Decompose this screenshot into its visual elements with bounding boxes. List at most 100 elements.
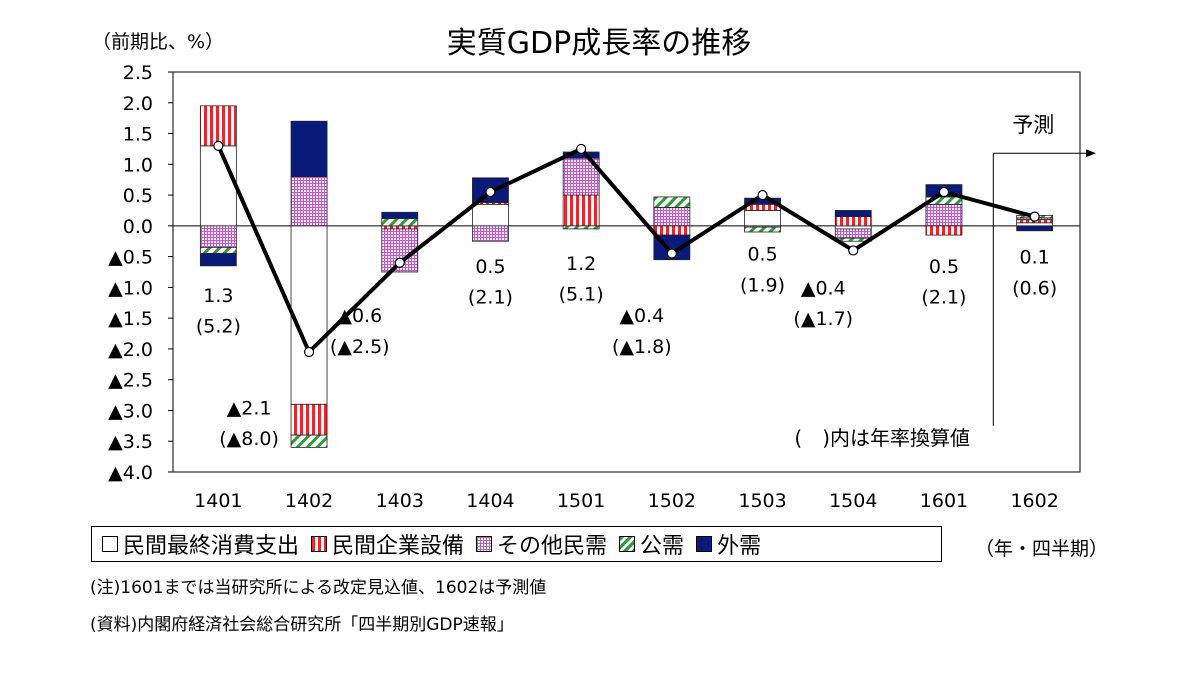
bar-public	[744, 226, 781, 233]
gdp-line	[216, 145, 1036, 354]
bar-other-private	[925, 203, 963, 227]
annotation-value: 0.5	[747, 244, 777, 266]
gdp-point	[394, 257, 405, 268]
bar-external	[381, 211, 419, 219]
y-tick-label: ▲2.0	[108, 339, 153, 361]
x-tick-label: 1403	[376, 490, 424, 512]
bar-other-private	[199, 225, 237, 248]
bar-capex	[199, 105, 237, 147]
legend-item-public: 公需	[619, 528, 684, 560]
footnote-source: (資料)内閣府経済社会総合研究所「四半期別GDP速報」	[90, 615, 514, 635]
annualized-note: ( )内は年率換算値	[794, 426, 970, 450]
bar-capex	[653, 225, 691, 236]
x-tick-label: 1504	[829, 490, 877, 512]
legend-label: 公需	[640, 534, 685, 559]
gdp-point	[576, 143, 587, 155]
annotation-value: 0.5	[475, 256, 505, 278]
bar-consumption	[472, 203, 509, 227]
bar-capex	[562, 194, 600, 227]
gdp-point	[666, 248, 677, 259]
legend-item-consumption: 民間最終消費支出	[102, 528, 299, 560]
bar-capex	[834, 216, 872, 227]
legend-item-other-private: その他民需	[476, 528, 607, 560]
y-tick-label: 0.5	[123, 185, 153, 207]
legend-swatch-other-private	[476, 536, 493, 552]
gdp-point	[303, 346, 315, 358]
bar-other-private	[472, 225, 509, 242]
annotation-value: ▲2.1	[227, 397, 272, 419]
gdp-point	[938, 186, 950, 198]
chart-title: 実質GDP成長率の推移	[446, 26, 752, 61]
bar-external	[834, 210, 872, 218]
annotation-annualized: (5.1)	[559, 284, 604, 306]
x-tick-label: 1401	[194, 490, 242, 512]
bar-capex	[925, 225, 963, 236]
bar-consumption	[834, 225, 872, 230]
annotation-annualized: (▲1.8)	[612, 336, 672, 358]
y-tick-label: 2.0	[123, 93, 153, 115]
bar-external	[199, 253, 237, 267]
forecast-arrowhead	[1086, 149, 1096, 158]
legend: 民間最終消費支出 民間企業設備 その他民需 公需 外需	[91, 526, 942, 562]
legend-label: その他民需	[497, 534, 608, 559]
legend-swatch-capex	[311, 536, 328, 552]
y-tick-label: 1.5	[123, 124, 153, 146]
gdp-point	[1029, 211, 1040, 222]
legend-swatch-consumption	[102, 536, 118, 552]
legend-item-external: 外需	[696, 528, 761, 560]
annotation-annualized: (0.6)	[1012, 277, 1057, 299]
x-tick-label: 1404	[466, 490, 514, 512]
annotation-value: 1.2	[566, 253, 596, 275]
x-tick-label: 1503	[738, 490, 786, 512]
annotation-value: ▲0.6	[337, 305, 382, 327]
legend-item-capex: 民間企業設備	[311, 528, 464, 560]
legend-label: 民間最終消費支出	[123, 534, 300, 559]
y-tick-label: ▲4.0	[108, 462, 153, 484]
bar-capex	[381, 225, 419, 230]
bar-public	[653, 196, 691, 208]
annotation-value: 1.3	[203, 285, 233, 307]
bar-consumption	[744, 210, 781, 227]
annotation-annualized: (2.1)	[468, 287, 513, 309]
x-tick-label: 1601	[920, 490, 968, 512]
bar-consumption	[1016, 222, 1054, 227]
y-tick-label: ▲3.5	[108, 431, 153, 453]
y-axis-label: （前期比、%）	[92, 31, 225, 53]
y-tick-label: ▲1.5	[108, 308, 153, 330]
bar-public	[290, 434, 328, 448]
bar-external	[290, 120, 328, 178]
x-axis-label: （年・四半期）	[975, 538, 1109, 560]
x-tick-label: 1602	[1010, 490, 1058, 512]
plot-frame	[172, 71, 1081, 473]
bar-consumption	[199, 145, 237, 227]
annotation-annualized: (▲1.7)	[793, 308, 853, 330]
annotation-value: 0.1	[1020, 247, 1050, 269]
forecast-label: 予測	[1012, 113, 1054, 137]
legend-swatch-public	[619, 536, 636, 552]
annotation-value: ▲0.4	[801, 277, 846, 299]
y-tick-label: 2.5	[123, 62, 153, 84]
legend-label: 民間企業設備	[332, 534, 465, 559]
bar-other-private	[653, 206, 691, 227]
x-tick-label: 1502	[648, 490, 696, 512]
annotation-annualized: (▲8.0)	[219, 428, 279, 450]
annotation-value: ▲0.4	[619, 305, 664, 327]
footnote-note: (注)1601までは当研究所による改定見込値、1602は予測値	[90, 578, 547, 598]
x-tick-label: 1501	[557, 490, 605, 512]
bar-public	[199, 246, 237, 254]
bar-other-private	[834, 228, 872, 239]
legend-label: 外需	[717, 534, 762, 559]
bar-consumption	[290, 225, 328, 405]
y-tick-label: ▲3.0	[108, 400, 153, 422]
y-tick-label: 0.0	[123, 216, 153, 238]
gdp-point	[757, 189, 768, 201]
legend-swatch-external	[696, 536, 713, 552]
bar-external	[1016, 225, 1054, 232]
y-tick-label: ▲0.5	[108, 247, 153, 269]
gdp-point	[848, 245, 859, 256]
y-tick-label: ▲2.5	[108, 370, 153, 392]
bar-other-private	[290, 176, 328, 227]
x-tick-label: 1402	[285, 490, 333, 512]
annotation-value: 0.5	[929, 256, 959, 278]
annotation-annualized: (2.1)	[921, 287, 966, 309]
